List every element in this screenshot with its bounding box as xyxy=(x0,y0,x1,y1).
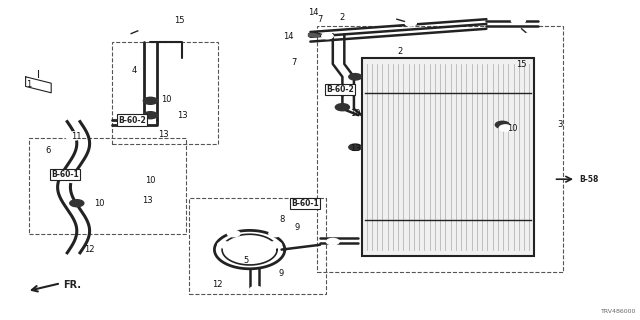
Text: 2: 2 xyxy=(397,47,403,56)
Circle shape xyxy=(67,176,81,183)
Circle shape xyxy=(378,16,390,22)
Text: 15: 15 xyxy=(516,60,527,68)
Circle shape xyxy=(92,244,107,252)
Circle shape xyxy=(511,17,525,24)
Circle shape xyxy=(269,242,282,248)
Text: 13: 13 xyxy=(142,196,152,204)
Text: 10: 10 xyxy=(94,199,104,208)
Text: 12: 12 xyxy=(84,245,95,254)
Text: 1: 1 xyxy=(26,80,31,89)
Text: 13: 13 xyxy=(177,111,188,120)
Bar xyxy=(189,198,326,294)
Text: 14: 14 xyxy=(308,8,319,17)
Bar xyxy=(308,33,319,36)
Circle shape xyxy=(143,112,157,119)
Text: 8: 8 xyxy=(279,215,284,224)
Text: 2: 2 xyxy=(340,13,345,22)
Circle shape xyxy=(405,20,417,26)
Text: 14: 14 xyxy=(283,32,293,41)
Circle shape xyxy=(65,132,82,140)
Text: 13: 13 xyxy=(350,144,360,153)
Text: 13: 13 xyxy=(158,130,168,139)
Circle shape xyxy=(269,230,282,237)
Circle shape xyxy=(227,230,240,237)
Text: 11: 11 xyxy=(72,132,82,140)
Text: 9: 9 xyxy=(279,269,284,278)
Text: 10: 10 xyxy=(145,176,156,185)
Text: 6: 6 xyxy=(45,146,51,155)
Circle shape xyxy=(326,238,339,245)
Circle shape xyxy=(250,286,262,293)
Text: 4: 4 xyxy=(132,66,137,75)
Text: B-60-1: B-60-1 xyxy=(51,170,79,179)
Text: 10: 10 xyxy=(350,109,360,118)
Text: B-58: B-58 xyxy=(579,175,598,184)
Circle shape xyxy=(322,33,333,39)
Text: 12: 12 xyxy=(212,280,223,289)
Bar xyxy=(29,138,186,234)
Bar xyxy=(362,58,534,256)
Circle shape xyxy=(349,144,362,150)
Bar xyxy=(317,26,563,272)
Text: 10: 10 xyxy=(507,124,517,132)
Circle shape xyxy=(495,121,509,128)
Circle shape xyxy=(349,74,362,80)
Circle shape xyxy=(70,200,84,207)
Text: 5: 5 xyxy=(244,256,249,265)
Text: 15: 15 xyxy=(174,16,184,25)
Text: B-60-1: B-60-1 xyxy=(291,199,319,208)
Bar xyxy=(112,42,218,144)
Circle shape xyxy=(335,104,349,111)
Circle shape xyxy=(143,97,157,104)
Text: TRV486000: TRV486000 xyxy=(602,309,637,314)
Circle shape xyxy=(138,26,149,31)
Text: B-60-2: B-60-2 xyxy=(118,116,146,124)
Text: B-60-2: B-60-2 xyxy=(326,85,354,94)
Text: 9: 9 xyxy=(295,223,300,232)
Text: 3: 3 xyxy=(557,120,563,129)
Text: 10: 10 xyxy=(161,95,172,104)
Text: 7: 7 xyxy=(292,58,297,67)
Circle shape xyxy=(499,125,512,131)
Text: FR.: FR. xyxy=(63,280,81,291)
Text: 7: 7 xyxy=(317,15,323,24)
Circle shape xyxy=(218,242,230,248)
Circle shape xyxy=(524,33,535,39)
